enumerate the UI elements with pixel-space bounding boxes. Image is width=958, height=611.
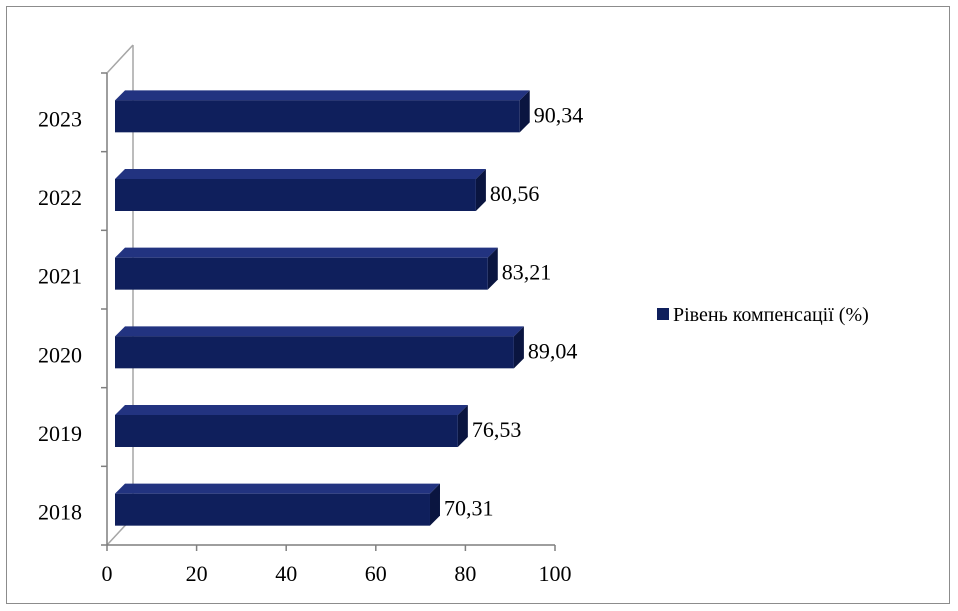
- bar: [115, 493, 430, 526]
- x-tick-label: 80: [454, 561, 476, 586]
- bars: [115, 90, 530, 526]
- y-tick-label: 2022: [38, 185, 82, 210]
- x-tick-label: 60: [365, 561, 387, 586]
- x-tick-label: 0: [102, 561, 113, 586]
- legend-label: Рівень компенсації (%): [673, 304, 869, 326]
- bar-end-face: [513, 326, 524, 369]
- bar-top-face: [115, 90, 530, 101]
- bar-end-face: [457, 405, 468, 447]
- bar-top-face: [115, 247, 498, 258]
- bar-end-face: [487, 247, 498, 290]
- y-tick-label: 2023: [38, 106, 82, 131]
- data-label: 83,21: [502, 260, 551, 285]
- bar-end-face: [519, 90, 530, 133]
- bar: [115, 179, 476, 211]
- bar-top-face: [115, 483, 440, 494]
- bar: [115, 415, 458, 447]
- legend: Рівень компенсації (%): [657, 304, 869, 326]
- legend-swatch: [657, 308, 669, 320]
- bar-end-face: [475, 169, 486, 211]
- data-label: 70,31: [444, 496, 494, 521]
- y-tick-label: 2018: [38, 500, 82, 525]
- y-tick-label: 2020: [38, 342, 82, 367]
- bar: [115, 100, 520, 133]
- bar-top-face: [115, 405, 468, 415]
- bar-end-face: [429, 483, 440, 526]
- data-labels: 70,31 76,53 89,04 83,21 80,56 90,34: [444, 102, 583, 520]
- data-label: 80,56: [490, 181, 540, 206]
- bar: [115, 257, 488, 290]
- bar-top-face: [115, 169, 486, 179]
- bar: [115, 336, 514, 369]
- data-label: 76,53: [472, 417, 521, 442]
- data-label: 89,04: [528, 338, 578, 363]
- top-edge: [106, 44, 134, 74]
- bar-top-face: [115, 326, 524, 337]
- y-tick-label: 2021: [38, 264, 82, 289]
- x-tick-label: 100: [539, 561, 572, 586]
- y-tick-label: 2019: [38, 421, 82, 446]
- x-tick-label: 20: [186, 561, 208, 586]
- data-label: 90,34: [534, 102, 584, 127]
- x-tick-label: 40: [275, 561, 297, 586]
